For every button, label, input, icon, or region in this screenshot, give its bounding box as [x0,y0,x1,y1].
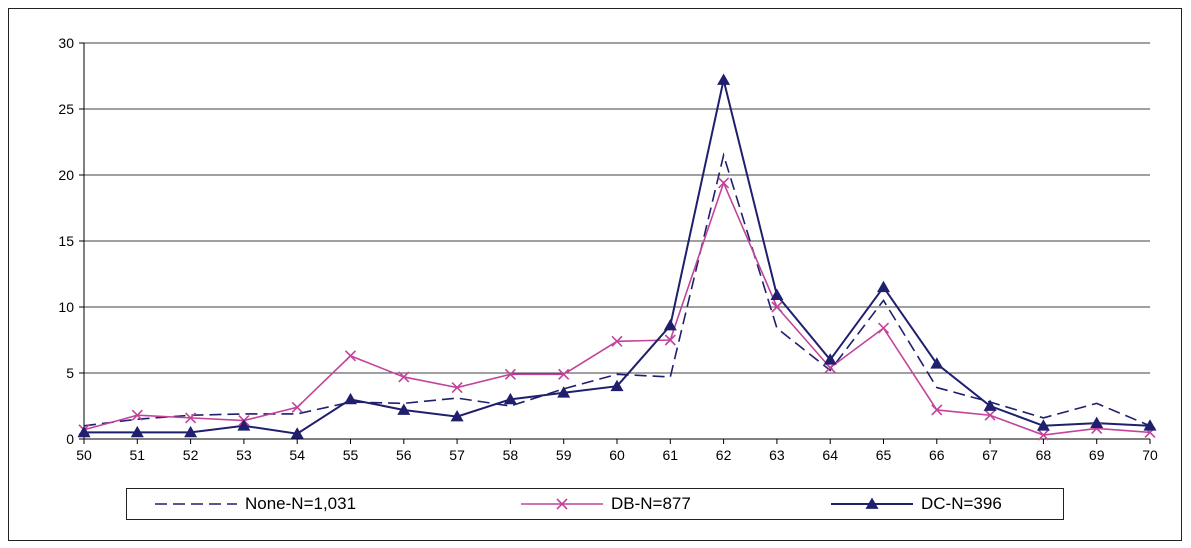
y-tick-label: 15 [58,233,74,249]
legend: None-N=1,031 DB-N=877 DC-N=396 [126,488,1064,520]
data-point-dc [557,386,571,398]
x-tick-label: 70 [1142,447,1158,463]
data-point-dc [1143,419,1157,431]
data-point-db [877,322,890,334]
data-point-db [931,404,943,416]
data-point-dc [610,379,624,392]
x-tick-label: 62 [716,447,732,463]
data-point-db [611,335,623,347]
legend-marker-db [556,498,568,510]
data-point-db [1037,429,1049,441]
series-markers [77,73,1157,441]
data-point-db [185,412,197,424]
x-tick-label: 69 [1089,447,1105,463]
data-point-db [291,401,303,413]
x-tick-label: 55 [343,447,359,463]
data-point-db [131,409,143,421]
x-tick-label: 63 [769,447,785,463]
x-tick-label: 68 [1036,447,1052,463]
legend-label-db: DB-N=877 [611,494,691,513]
data-point-dc [717,73,731,85]
data-point-db [664,334,676,346]
x-tick-label: 57 [449,447,465,463]
data-point-dc [130,425,144,438]
legend-swatch-dc [831,497,913,509]
x-tick-label: 51 [130,447,146,463]
data-point-dc [983,399,997,411]
data-point-dc [1036,419,1050,431]
axes: 0 5 10 15 20 25 30 50 51 52 53 54 55 56 57 58 59 60 61 62 63… [58,35,1158,463]
legend-item-db: DB-N=877 [517,489,691,519]
x-tick-label: 53 [236,447,252,463]
y-tick-label: 0 [66,431,74,447]
x-tick-label: 60 [609,447,625,463]
data-point-db [558,368,570,380]
series-line-db [83,180,1151,436]
x-tick-label: 66 [929,447,945,463]
y-tick-label: 10 [58,299,74,315]
data-point-dc [344,392,357,405]
legend-item-none: None-N=1,031 [151,489,356,519]
y-tick-label: 5 [66,365,74,381]
data-point-dc [397,403,411,415]
data-point-dc [877,280,890,293]
y-tick-label: 20 [58,167,74,183]
gridlines [84,42,1150,374]
legend-marker-dc [865,497,879,509]
data-point-dc [237,419,251,431]
data-point-dc [823,353,837,365]
legend-item-dc: DC-N=396 [827,489,1002,519]
legend-swatch-none [155,503,237,505]
x-tick-label: 61 [663,447,679,463]
x-tick-label: 54 [289,447,305,463]
x-tick-label: 59 [556,447,572,463]
data-point-dc [450,410,464,422]
data-point-dc [663,318,677,331]
data-point-dc [184,425,198,438]
data-point-db [344,350,357,362]
data-point-dc [1090,416,1104,429]
legend-label-dc: DC-N=396 [921,494,1002,513]
chart-frame [8,8,1182,541]
data-point-dc [930,357,944,369]
x-tick-label: 67 [982,447,998,463]
data-point-dc [770,288,784,300]
data-point-db [504,368,516,380]
x-tick-label: 58 [503,447,519,463]
data-point-db [398,371,410,383]
x-tick-label: 52 [183,447,199,463]
legend-swatch-db [521,498,603,510]
data-point-db [451,381,463,394]
series-line-none [83,152,1151,427]
x-tick-label: 56 [396,447,412,463]
x-tick-label: 65 [876,447,892,463]
y-tick-label: 25 [58,101,74,117]
data-point-dc [503,392,517,405]
x-tick-label: 50 [76,447,92,463]
data-point-db [771,301,783,313]
data-point-dc [77,425,91,438]
data-point-db [984,409,996,421]
x-tick-label: 64 [822,447,838,463]
data-point-dc [290,427,304,439]
data-point-db [718,177,730,189]
y-tick-label: 30 [58,35,74,51]
legend-label-none: None-N=1,031 [245,494,357,513]
